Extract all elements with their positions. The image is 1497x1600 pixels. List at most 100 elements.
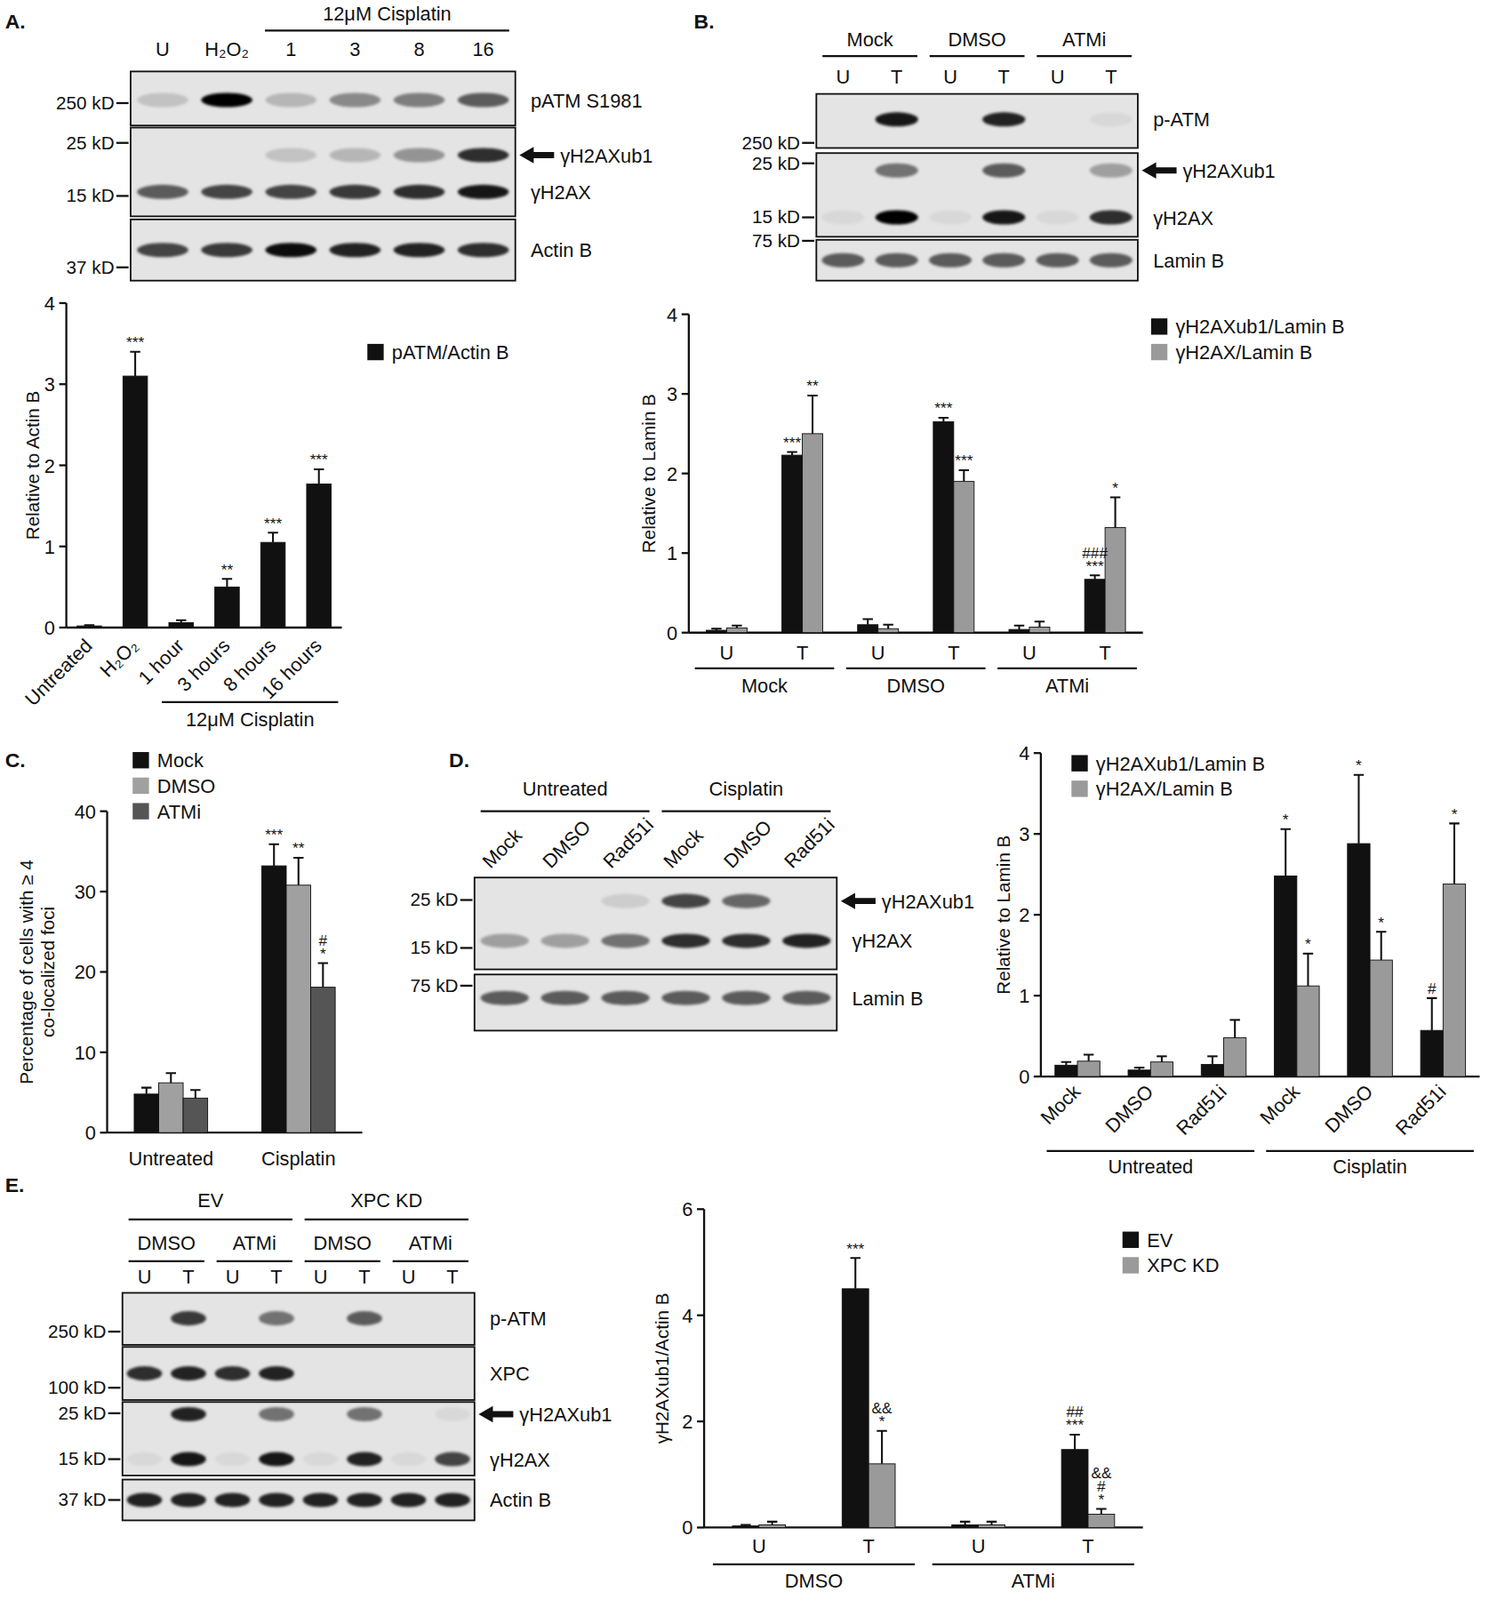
error-bar	[1014, 625, 1025, 630]
band	[1035, 163, 1079, 178]
mw-label: 25 kD	[752, 152, 801, 174]
header-line	[128, 1260, 205, 1263]
error-line	[1114, 497, 1117, 529]
error-cap	[1229, 1018, 1240, 1021]
bar	[705, 630, 727, 633]
error-bar	[850, 1257, 861, 1289]
significance: ***	[264, 825, 283, 844]
bar	[868, 1464, 896, 1529]
mw-tick	[116, 102, 129, 105]
error-bar	[222, 578, 233, 587]
y-tick	[99, 1051, 107, 1054]
band	[136, 242, 189, 257]
band	[540, 933, 589, 948]
bar	[1224, 1037, 1247, 1077]
band-label: Actin B	[489, 1489, 552, 1513]
x-tick-label: T	[1081, 1535, 1094, 1558]
mw-tick	[460, 898, 473, 901]
band	[1035, 253, 1079, 268]
bar	[732, 1526, 760, 1529]
error-cap	[882, 624, 893, 626]
x-tick-label: U	[752, 1535, 767, 1558]
mw-label: 250 kD	[56, 92, 114, 113]
legend-swatch	[132, 802, 149, 819]
error-bar	[862, 619, 873, 625]
error-bar	[711, 628, 721, 631]
mw-tick	[801, 240, 815, 242]
band	[480, 894, 529, 909]
group-line	[1265, 1150, 1474, 1153]
band	[875, 253, 919, 268]
error-bar	[268, 844, 279, 866]
legend-swatch	[1151, 318, 1168, 335]
error-bar	[1207, 1056, 1217, 1065]
bar	[311, 987, 337, 1134]
band	[264, 184, 317, 200]
band	[540, 991, 589, 1006]
x-tick-label: Mock	[1255, 1080, 1305, 1129]
header-line	[264, 29, 510, 32]
band	[127, 1311, 163, 1326]
band	[457, 92, 510, 107]
header-line	[392, 1260, 469, 1263]
band	[928, 112, 972, 127]
header-label: Cisplatin	[709, 777, 785, 801]
significance: ***	[1086, 557, 1105, 576]
y-tick	[681, 632, 689, 634]
band	[170, 1407, 207, 1422]
error-bar	[176, 620, 186, 624]
band	[346, 1366, 383, 1381]
lane-label: 3	[349, 38, 361, 61]
lane-label: U	[1050, 65, 1065, 89]
blot-strip	[474, 974, 838, 1031]
y-tick-label: 20	[74, 960, 97, 984]
bar	[1150, 1062, 1173, 1077]
band	[329, 147, 382, 162]
legend-label: XPC KD	[1146, 1254, 1219, 1277]
header-line	[822, 55, 918, 57]
legend-swatch	[132, 777, 149, 794]
bars	[1055, 775, 1466, 1077]
error-bar	[1069, 1434, 1080, 1450]
header-label: Untreated	[522, 777, 609, 801]
band	[434, 1407, 471, 1422]
bar	[759, 1524, 786, 1528]
header-line	[128, 1218, 293, 1221]
error-bar	[318, 962, 329, 987]
significance: *	[1112, 479, 1119, 497]
lane-label: H₂O₂	[204, 38, 249, 61]
band	[393, 184, 446, 200]
band-label: γH2AXub1	[560, 144, 653, 168]
bar	[286, 885, 312, 1133]
y-tick	[59, 545, 67, 548]
header-line	[1036, 55, 1132, 57]
legend-swatch	[1151, 344, 1168, 361]
lane-label: U	[401, 1265, 417, 1289]
error-bar	[882, 624, 893, 629]
band	[136, 147, 189, 162]
bar	[1104, 528, 1126, 633]
error-cap	[711, 627, 721, 630]
error-cap	[84, 624, 95, 626]
band	[127, 1366, 163, 1381]
y-tick	[681, 552, 689, 554]
y-tick	[99, 1131, 107, 1134]
bar	[1274, 875, 1297, 1077]
legend-label: pATM/Actin B	[392, 341, 510, 364]
blot-strip	[130, 71, 516, 126]
error-cap	[767, 1521, 777, 1523]
legend-label: γH2AXub1/Lamin B	[1096, 752, 1265, 776]
y-tick	[696, 1314, 705, 1317]
band	[1035, 112, 1079, 127]
error-bar	[267, 532, 278, 543]
error-cap	[1034, 620, 1045, 623]
band-label: XPC	[489, 1362, 530, 1385]
figure: A.01234Relative to Actin B***********Unt…	[0, 0, 1497, 1600]
y-tick-label: 2	[1018, 904, 1030, 927]
band	[782, 933, 831, 948]
bar	[1347, 843, 1370, 1077]
header-line	[304, 1218, 469, 1221]
lane-label: 8	[413, 38, 425, 61]
legend-label: Mock	[157, 749, 204, 772]
mw-label: 15 kD	[409, 936, 458, 958]
